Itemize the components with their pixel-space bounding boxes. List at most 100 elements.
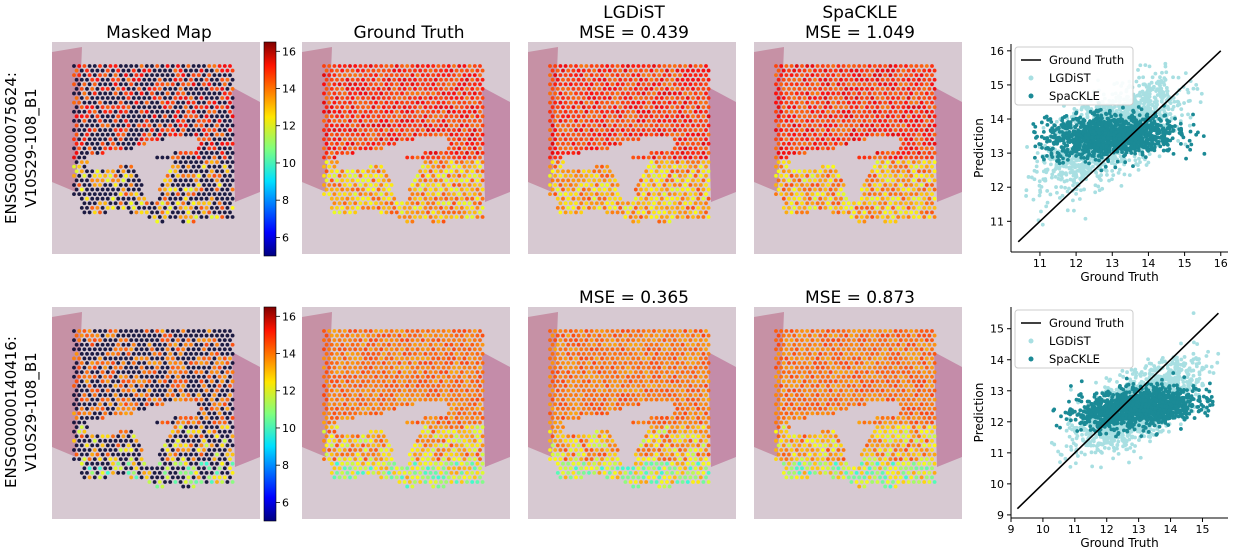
spot xyxy=(322,183,326,187)
spot xyxy=(358,347,363,352)
spot xyxy=(92,374,97,379)
spot xyxy=(72,438,76,443)
spot xyxy=(212,164,217,169)
spot xyxy=(111,388,115,393)
spot xyxy=(787,86,791,91)
spot xyxy=(335,178,339,183)
spot xyxy=(353,374,358,379)
spot xyxy=(665,86,669,91)
spot xyxy=(381,342,386,347)
spot xyxy=(121,461,126,466)
spot xyxy=(431,164,436,169)
spot xyxy=(467,109,472,114)
spot xyxy=(155,402,160,407)
spot xyxy=(353,82,358,87)
spot xyxy=(212,475,217,480)
spot xyxy=(327,374,332,379)
spot xyxy=(592,114,597,119)
spot xyxy=(831,64,836,68)
spot xyxy=(405,219,410,224)
spot xyxy=(129,338,134,343)
spot xyxy=(98,411,102,416)
spot xyxy=(209,452,214,457)
spot xyxy=(374,201,378,206)
spot xyxy=(696,141,701,146)
spot xyxy=(826,82,830,87)
spot xyxy=(636,155,641,160)
spot xyxy=(108,365,113,370)
spot xyxy=(872,91,877,96)
spot xyxy=(181,173,186,178)
spot xyxy=(932,96,937,100)
spot xyxy=(672,173,677,178)
spot xyxy=(355,370,360,375)
spot xyxy=(111,443,115,448)
spot xyxy=(685,187,690,192)
spot xyxy=(576,169,581,174)
spot xyxy=(815,183,820,187)
spot xyxy=(815,64,820,68)
spot xyxy=(789,64,794,68)
spot xyxy=(680,160,685,164)
spot xyxy=(87,73,92,78)
spot xyxy=(841,210,846,215)
spot xyxy=(898,64,903,68)
spot xyxy=(155,475,160,480)
spot xyxy=(418,361,423,365)
spot xyxy=(919,210,924,215)
spot xyxy=(906,141,911,146)
spot xyxy=(587,105,591,110)
spot xyxy=(452,82,456,87)
spot xyxy=(324,141,329,146)
spot xyxy=(196,356,201,361)
spot xyxy=(160,365,165,370)
spot xyxy=(129,329,134,333)
spot xyxy=(633,86,638,91)
spot xyxy=(228,475,232,480)
spot xyxy=(178,169,183,174)
spot xyxy=(885,96,890,100)
spot xyxy=(355,342,360,347)
spot xyxy=(662,64,667,68)
spot xyxy=(789,100,794,105)
spot xyxy=(649,196,654,201)
spot xyxy=(108,91,113,96)
spot xyxy=(176,164,180,169)
spot xyxy=(641,100,646,105)
spot xyxy=(410,338,415,343)
spot xyxy=(605,64,610,68)
spot xyxy=(361,333,365,338)
spot xyxy=(100,342,105,347)
spot xyxy=(410,137,415,142)
spot xyxy=(345,196,350,201)
spot xyxy=(95,452,100,457)
spot xyxy=(478,192,482,197)
spot xyxy=(348,183,352,187)
spot xyxy=(433,215,438,219)
spot xyxy=(157,86,162,91)
spot xyxy=(95,416,100,420)
spot xyxy=(823,105,828,110)
spot xyxy=(584,91,589,96)
spot xyxy=(189,114,193,119)
spot xyxy=(363,374,368,379)
spot xyxy=(792,77,797,82)
spot xyxy=(878,173,882,178)
spot xyxy=(452,128,456,132)
spot xyxy=(836,73,841,78)
spot xyxy=(82,411,87,416)
spot xyxy=(363,338,368,343)
spot xyxy=(121,406,126,411)
spot xyxy=(555,105,560,110)
spot xyxy=(329,361,334,365)
spot xyxy=(363,82,368,87)
spot xyxy=(413,96,417,100)
spot xyxy=(220,406,225,411)
spot xyxy=(693,119,698,123)
spot xyxy=(196,91,201,96)
spot xyxy=(452,192,456,197)
spot xyxy=(893,192,898,197)
spot xyxy=(831,210,836,215)
spot xyxy=(363,119,368,123)
spot xyxy=(896,132,901,137)
